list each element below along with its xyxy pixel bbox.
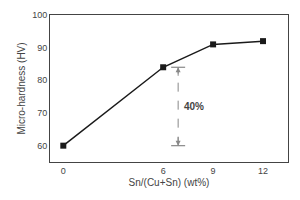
svg-text:6: 6 — [161, 166, 166, 176]
svg-text:Sn/(Cu+Sn) (wt%): Sn/(Cu+Sn) (wt%) — [129, 177, 210, 188]
svg-text:0: 0 — [61, 166, 66, 176]
svg-text:9: 9 — [211, 166, 216, 176]
svg-text:100: 100 — [32, 10, 47, 20]
svg-text:Micro-hardness (HV): Micro-hardness (HV) — [16, 42, 27, 134]
svg-text:60: 60 — [37, 141, 47, 151]
svg-text:80: 80 — [37, 75, 47, 85]
svg-text:90: 90 — [37, 43, 47, 53]
svg-text:40%: 40% — [184, 101, 204, 112]
svg-text:12: 12 — [258, 166, 268, 176]
svg-text:70: 70 — [37, 108, 47, 118]
